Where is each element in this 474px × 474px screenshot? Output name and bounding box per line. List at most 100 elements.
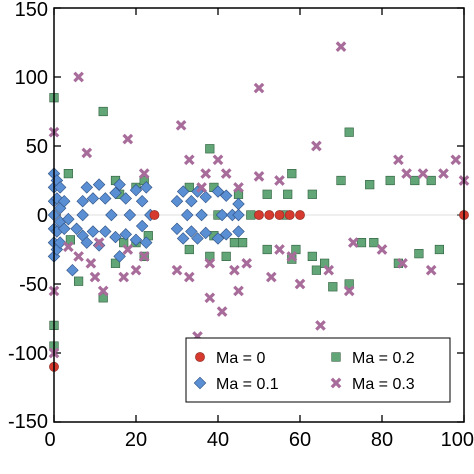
data-point-x bbox=[200, 168, 212, 179]
data-point-square bbox=[344, 127, 354, 137]
data-point-x bbox=[241, 257, 253, 269]
data-point-square bbox=[311, 265, 322, 275]
data-point-diamond bbox=[176, 185, 190, 198]
data-point-x bbox=[171, 264, 183, 276]
series-x bbox=[48, 41, 470, 359]
x-tick-label: 20 bbox=[125, 429, 147, 451]
legend-label: Ma = 0.1 bbox=[216, 376, 279, 393]
data-point-square bbox=[356, 238, 367, 248]
data-point-diamond bbox=[232, 208, 245, 222]
legend-marker-square bbox=[331, 352, 341, 362]
data-point-x bbox=[138, 251, 150, 262]
data-point-x bbox=[81, 147, 93, 159]
data-point-square bbox=[238, 238, 248, 248]
data-point-diamond bbox=[99, 192, 112, 205]
data-point-square bbox=[434, 244, 445, 255]
data-point-diamond bbox=[70, 222, 83, 236]
data-point-x bbox=[73, 251, 84, 262]
data-point-x bbox=[343, 285, 355, 297]
x-tick-label: 100 bbox=[441, 429, 474, 451]
data-point-x bbox=[315, 320, 326, 331]
data-point-square bbox=[184, 244, 194, 255]
data-point-diamond bbox=[232, 197, 245, 211]
data-point-diamond bbox=[185, 194, 198, 208]
data-point-x bbox=[85, 257, 97, 269]
data-point-square bbox=[221, 251, 231, 262]
data-point-square bbox=[205, 144, 215, 154]
data-point-square bbox=[365, 180, 375, 190]
data-point-x bbox=[122, 133, 134, 145]
y-tick-label: -150 bbox=[8, 411, 48, 433]
data-point-x bbox=[253, 171, 265, 182]
y-tick-label: 100 bbox=[15, 67, 48, 89]
data-point-x bbox=[311, 140, 322, 152]
x-tick-label: 0 bbox=[44, 429, 55, 451]
data-point-diamond bbox=[135, 219, 149, 233]
data-point-circle bbox=[295, 210, 305, 220]
data-point-diamond bbox=[181, 208, 194, 222]
data-point-diamond bbox=[92, 239, 106, 252]
data-point-x bbox=[265, 271, 277, 283]
data-point-diamond bbox=[80, 181, 94, 194]
legend-marker-x bbox=[330, 377, 342, 389]
data-point-square bbox=[63, 169, 73, 179]
y-tick-label: -50 bbox=[19, 274, 48, 296]
data-point-square bbox=[74, 276, 84, 286]
data-point-x bbox=[233, 182, 244, 193]
data-point-diamond bbox=[170, 222, 184, 236]
data-point-diamond bbox=[140, 181, 153, 194]
data-point-x bbox=[183, 271, 195, 283]
data-point-x bbox=[212, 154, 224, 166]
data-point-x bbox=[175, 119, 187, 131]
data-point-circle bbox=[149, 210, 160, 220]
data-point-x bbox=[93, 237, 105, 248]
data-point-x bbox=[183, 154, 195, 166]
data-point-diamond bbox=[80, 236, 94, 249]
data-point-x bbox=[63, 241, 74, 253]
legend: Ma = 0 Ma = 0.1 Ma = 0.2 Ma = 0.3 bbox=[185, 337, 451, 403]
data-point-square bbox=[98, 106, 108, 117]
legend-label: Ma = 0.3 bbox=[352, 376, 415, 393]
data-point-diamond bbox=[195, 208, 208, 222]
data-point-square bbox=[262, 244, 272, 255]
data-point-diamond bbox=[211, 232, 225, 245]
data-point-diamond bbox=[62, 212, 75, 226]
data-point-square bbox=[336, 175, 346, 186]
data-point-x bbox=[118, 271, 130, 283]
data-point-diamond bbox=[76, 208, 89, 222]
data-point-x bbox=[89, 271, 101, 283]
data-point-diamond bbox=[105, 208, 118, 222]
data-point-x bbox=[294, 278, 306, 290]
data-point-x bbox=[97, 285, 109, 297]
data-point-x bbox=[204, 292, 216, 304]
data-point-square bbox=[246, 210, 256, 220]
data-point-diamond bbox=[123, 208, 137, 222]
legend-marker-circle bbox=[195, 352, 205, 362]
y-tick-label: -100 bbox=[8, 343, 48, 365]
data-point-square bbox=[307, 251, 317, 262]
data-point-diamond bbox=[99, 225, 112, 238]
data-point-x bbox=[122, 244, 134, 255]
data-point-square bbox=[426, 175, 436, 186]
data-point-x bbox=[138, 168, 150, 179]
data-point-x bbox=[274, 175, 285, 186]
data-point-x bbox=[286, 251, 298, 262]
data-point-square bbox=[328, 282, 338, 292]
data-point-square bbox=[229, 238, 240, 248]
data-point-square bbox=[262, 189, 272, 199]
plot-frame bbox=[53, 7, 465, 423]
legend-label: Ma = 0 bbox=[216, 350, 265, 367]
data-point-x bbox=[401, 168, 412, 179]
data-point-circle bbox=[274, 210, 285, 220]
data-point-diamond bbox=[66, 263, 79, 277]
data-point-circle bbox=[264, 210, 275, 220]
data-point-diamond bbox=[232, 225, 245, 238]
data-point-circle bbox=[254, 210, 264, 220]
legend-marker-diamond bbox=[193, 376, 207, 390]
data-point-x bbox=[130, 264, 142, 276]
data-point-x bbox=[73, 71, 84, 83]
data-point-square bbox=[385, 175, 395, 186]
legend-box bbox=[185, 337, 451, 403]
data-point-x bbox=[397, 257, 408, 269]
